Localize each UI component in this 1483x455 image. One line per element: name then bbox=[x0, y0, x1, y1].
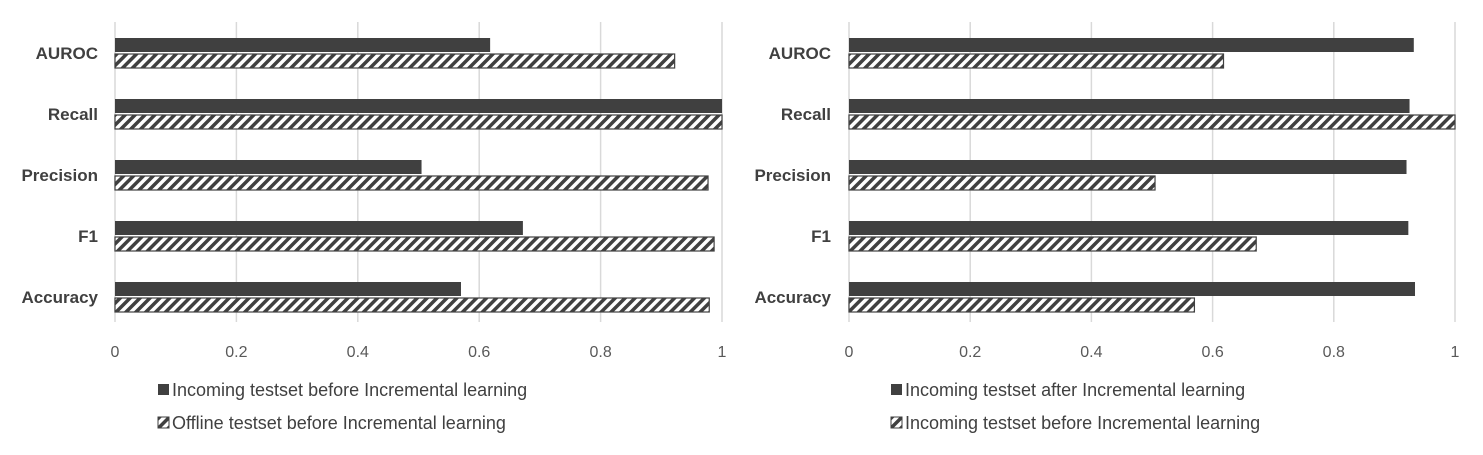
category-label: AUROC bbox=[36, 44, 98, 63]
bar-series-1 bbox=[849, 38, 1414, 52]
legend-label: Incoming testset after Incremental learn… bbox=[905, 380, 1245, 400]
bar-series-2 bbox=[114, 114, 723, 130]
bar-series-2 bbox=[114, 53, 676, 69]
bar-series-2 bbox=[848, 175, 1156, 191]
legend-swatch bbox=[890, 416, 903, 429]
legend-label: Incoming testset before Incremental lear… bbox=[905, 413, 1260, 433]
category-label: Precision bbox=[21, 166, 98, 185]
category-label: AUROC bbox=[769, 44, 831, 63]
bar-series-1 bbox=[115, 282, 461, 296]
x-tick-label: 0.4 bbox=[347, 344, 369, 361]
category-label: Recall bbox=[781, 105, 831, 124]
category-label: Accuracy bbox=[754, 288, 831, 307]
x-tick-label: 1 bbox=[718, 344, 727, 361]
x-tick-label: 1 bbox=[1451, 344, 1460, 361]
legend-swatch bbox=[157, 416, 170, 429]
category-label: F1 bbox=[811, 227, 831, 246]
bar-series-1 bbox=[849, 221, 1409, 235]
category-label: Accuracy bbox=[21, 288, 98, 307]
x-tick-label: 0.8 bbox=[1323, 344, 1345, 361]
bar-series-1 bbox=[849, 99, 1410, 113]
bar-series-2 bbox=[848, 297, 1196, 313]
bar-series-2 bbox=[114, 297, 710, 313]
bar-series-1 bbox=[115, 99, 722, 113]
x-tick-label: 0 bbox=[111, 344, 120, 361]
legend-swatch bbox=[891, 384, 902, 395]
bar-series-1 bbox=[849, 160, 1407, 174]
x-tick-label: 0.6 bbox=[468, 344, 490, 361]
x-tick-label: 0.2 bbox=[959, 344, 981, 361]
category-label: Precision bbox=[754, 166, 831, 185]
bar-series-1 bbox=[115, 160, 422, 174]
category-label: F1 bbox=[78, 227, 98, 246]
bar-series-2 bbox=[114, 175, 709, 191]
category-label: Recall bbox=[48, 105, 98, 124]
bar-series-1 bbox=[115, 221, 523, 235]
chart-panel-1: 0 0.2 0.4 0.6 0.8 1 AUROC Recall Precision F1 Accu… bbox=[21, 22, 727, 433]
legend-swatch bbox=[158, 384, 169, 395]
legend-label: Offline testset before Incremental learn… bbox=[172, 413, 506, 433]
chart-panel-2: 0 0.2 0.4 0.6 0.8 1 AUROC Recall Precision F1 Accu… bbox=[754, 22, 1460, 433]
bar-series-2 bbox=[114, 236, 715, 252]
x-tick-label: 0 bbox=[845, 344, 854, 361]
bar-series-2 bbox=[848, 53, 1225, 69]
x-tick-label: 0.4 bbox=[1080, 344, 1102, 361]
bar-series-1 bbox=[115, 38, 491, 52]
x-tick-label: 0.8 bbox=[589, 344, 611, 361]
bar-series-2 bbox=[848, 236, 1257, 252]
legend-label: Incoming testset before Incremental lear… bbox=[172, 380, 527, 400]
x-tick-label: 0.2 bbox=[225, 344, 247, 361]
x-tick-label: 0.6 bbox=[1201, 344, 1223, 361]
bar-series-1 bbox=[849, 282, 1416, 296]
bar-series-2 bbox=[848, 114, 1456, 130]
